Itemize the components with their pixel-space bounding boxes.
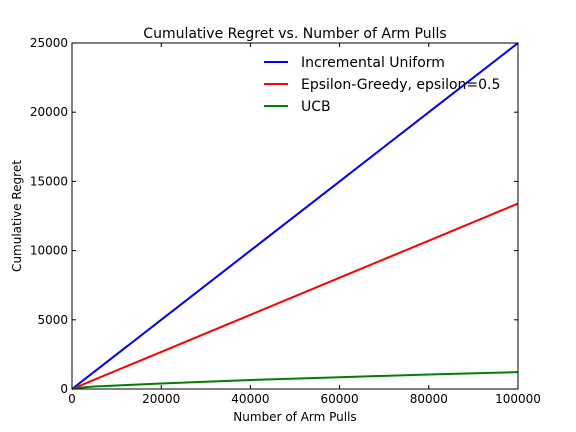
y-tick-label: 10000 [30, 244, 68, 258]
y-tick-label: 15000 [30, 174, 68, 188]
y-tick-label: 0 [60, 382, 68, 396]
plot-frame [71, 42, 519, 390]
x-tick-label: 80000 [410, 392, 448, 406]
legend: Incremental Uniform Epsilon-Greedy, epsil… [264, 55, 500, 115]
series-line-2 [71, 371, 519, 390]
x-tick-label: 100000 [495, 392, 541, 406]
legend-label-1: Epsilon-Greedy, epsilon=0.5 [301, 77, 500, 93]
y-tick-label: 25000 [30, 36, 68, 50]
series-line-1 [71, 202, 519, 390]
axis-ticks: 0 20000 40000 60000 80000 100000 0 5000 10000 150… [30, 36, 541, 406]
y-tick-label: 5000 [37, 313, 68, 327]
y-axis-title: Cumulative Regret [10, 160, 24, 272]
series-line-0 [71, 42, 519, 390]
x-tick-label: 40000 [231, 392, 269, 406]
chart-title: Cumulative Regret vs. Number of Arm Pull… [143, 26, 446, 42]
x-tick-label: 60000 [321, 392, 359, 406]
x-tick-label: 0 [68, 392, 76, 406]
y-tick-label: 20000 [30, 105, 68, 119]
legend-label-0: Incremental Uniform [301, 55, 445, 71]
legend-label-2: UCB [301, 99, 331, 115]
plot-area [71, 42, 519, 390]
x-tick-label: 20000 [142, 392, 180, 406]
x-axis-title: Number of Arm Pulls [233, 410, 356, 424]
